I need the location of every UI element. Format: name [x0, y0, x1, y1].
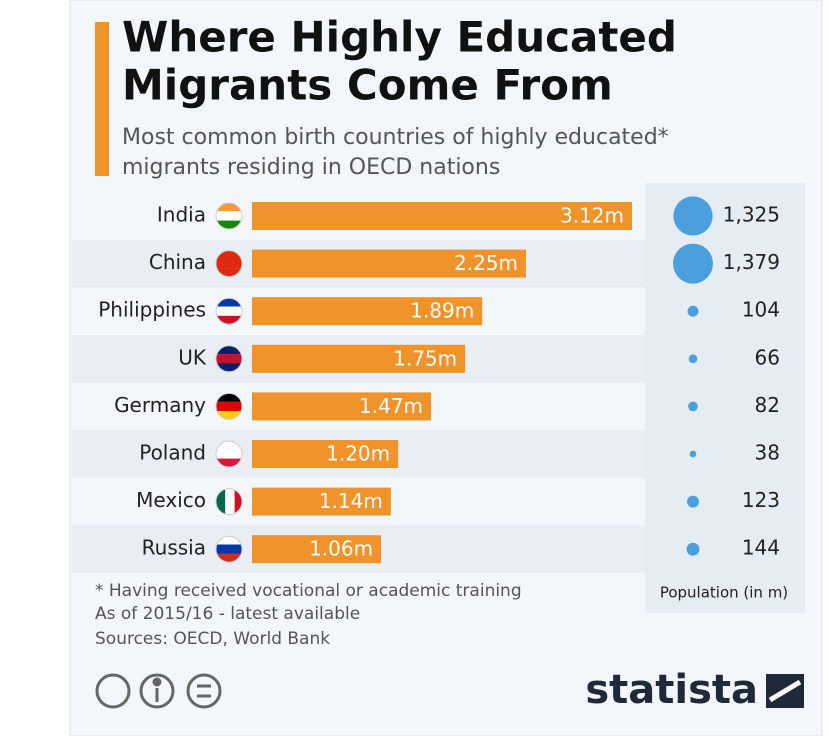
flag-outline: [215, 202, 243, 230]
population-bubble: [687, 495, 699, 508]
accent-bar: [95, 22, 109, 176]
bar: [252, 535, 382, 564]
flag: [215, 250, 243, 278]
category-label: Poland: [139, 441, 206, 465]
flag-stripe: [216, 544, 242, 554]
flag: [215, 345, 243, 373]
bar: [252, 392, 432, 421]
population-bubble: [689, 450, 697, 458]
flag-stripe: [216, 449, 242, 459]
category-label: UK: [178, 345, 207, 369]
population-bubble: [686, 542, 700, 556]
flag: [215, 297, 243, 325]
flag-stripe: [216, 258, 242, 269]
flag-outline: [215, 345, 243, 373]
flag-outline: [215, 250, 243, 278]
logo-mark: [766, 674, 804, 708]
category-label: Germany: [114, 393, 206, 417]
value-label: 1.14m: [319, 489, 383, 513]
flag-stripe: [216, 250, 242, 259]
subtitle: Most common birth countries of highly ed…: [122, 125, 669, 150]
flag-stripe: [216, 268, 242, 277]
population-bubble: [673, 243, 713, 284]
flag-stripe: [216, 363, 242, 372]
population-label: 1,379: [723, 250, 780, 274]
flag: [215, 202, 243, 230]
flag: [215, 440, 243, 468]
bar: [252, 202, 632, 230]
population-bubble: [688, 354, 698, 364]
population-panel: [645, 183, 805, 613]
population-label: 104: [742, 298, 780, 322]
flag-stripe: [216, 536, 242, 545]
flag-stripe: [216, 203, 242, 212]
value-label: 1.20m: [326, 442, 390, 466]
population-bubble: [687, 305, 699, 317]
flag-stripe: [216, 401, 242, 412]
flag-stripe: [216, 298, 242, 307]
category-label: Mexico: [136, 488, 206, 512]
flag-stripe: [216, 553, 242, 563]
bar: [252, 440, 399, 468]
flag-stripe: [216, 354, 242, 364]
flag-stripe: [216, 220, 242, 229]
population-label: Population (in m): [660, 584, 788, 602]
population-label: 66: [755, 345, 780, 369]
flag-outline: [215, 392, 243, 420]
flag-stripe: [216, 488, 226, 515]
flag: [215, 535, 243, 563]
category-label: Philippines: [98, 298, 206, 322]
footnote: * Having received vocational or academic…: [95, 581, 522, 601]
flag: [215, 488, 243, 516]
category-label: India: [157, 203, 206, 227]
bar: [252, 249, 527, 278]
bar: [252, 344, 466, 373]
title: Migrants Come From: [122, 61, 613, 110]
flag-stripe: [216, 306, 242, 316]
category-label: China: [149, 250, 206, 274]
population-label: 123: [742, 488, 780, 512]
flag-stripe: [216, 411, 242, 420]
title: Where Highly Educated: [122, 13, 677, 62]
flag-outline: [215, 440, 243, 468]
subtitle: migrants residing in OECD nations: [122, 155, 500, 180]
value-label: 2.25m: [454, 251, 518, 275]
value-label: 1.75m: [393, 346, 457, 370]
value-label: 1.06m: [309, 537, 373, 561]
flag: [215, 392, 243, 420]
flag-stripe: [234, 488, 242, 515]
flag-outline: [215, 535, 243, 563]
license-icons: [95, 673, 222, 709]
flag-stripe: [216, 315, 242, 325]
flag-outline: [215, 488, 243, 516]
flag-stripe: [225, 488, 235, 515]
logo: statista: [585, 667, 758, 713]
flag-stripe: [216, 211, 242, 221]
value-label: 1.47m: [359, 394, 423, 418]
bar: [252, 487, 391, 516]
population-label: 82: [755, 393, 780, 417]
population-bubble: [688, 401, 698, 412]
value-label: 3.12m: [560, 204, 624, 228]
category-label: Russia: [142, 536, 206, 560]
flag-stripe: [216, 441, 242, 450]
flag-outline: [215, 297, 243, 325]
population-label: 144: [742, 536, 780, 560]
population-label: 38: [755, 441, 780, 465]
value-label: 1.89m: [410, 299, 474, 323]
source: Sources: OECD, World Bank: [95, 629, 330, 649]
bar: [252, 297, 483, 326]
flag-stripe: [216, 458, 242, 467]
flag-stripe: [216, 345, 242, 355]
flag-stripe: [216, 393, 242, 402]
population-bubble: [673, 196, 713, 236]
population-label: 1,325: [723, 203, 780, 227]
footnote: As of 2015/16 - latest available: [95, 604, 360, 624]
